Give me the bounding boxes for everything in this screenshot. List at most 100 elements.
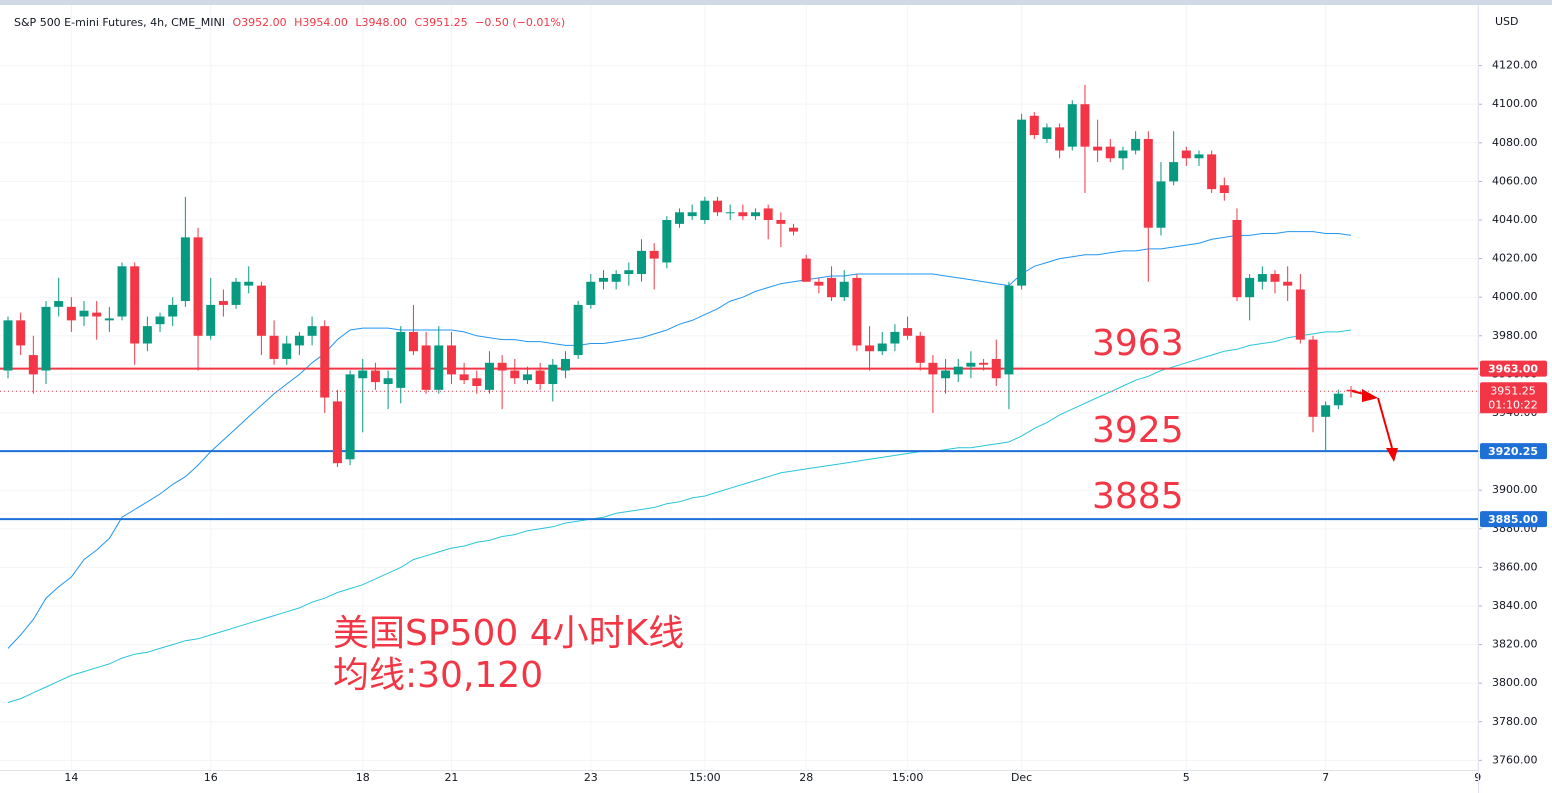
moving-average-line — [7, 231, 1352, 649]
candle-body — [814, 281, 824, 286]
candle-body — [1245, 277, 1255, 298]
y-tick-label: 3860.00 — [1492, 560, 1538, 573]
y-tick-label: 4080.00 — [1492, 136, 1538, 149]
candle-body — [535, 370, 545, 385]
candle-body — [66, 306, 76, 321]
candle-body — [383, 378, 393, 385]
candle-body — [1029, 115, 1039, 136]
x-tick-label: 7 — [1322, 771, 1329, 784]
candle-body — [41, 306, 51, 371]
candle-body — [865, 345, 875, 352]
candle-body — [966, 362, 976, 367]
candle-body — [421, 345, 431, 390]
candle-body — [675, 212, 685, 224]
candle-body — [827, 277, 837, 298]
candle-body — [801, 258, 811, 282]
low-value: L3948.00 — [355, 16, 407, 29]
candle-body — [497, 362, 507, 371]
annotation-text: 3885 — [1092, 476, 1184, 517]
moving-average-line — [7, 329, 1352, 703]
candle-body — [953, 366, 963, 375]
price-tag-label: 3920.25 — [1488, 445, 1538, 458]
candle-body — [1105, 146, 1115, 159]
x-tick-label: 16 — [204, 771, 218, 784]
candle-body — [256, 285, 266, 336]
candle-body — [408, 331, 418, 352]
candle-body — [1067, 104, 1077, 147]
candle-body — [687, 212, 697, 217]
candle-body — [16, 320, 26, 346]
candle-body — [573, 304, 583, 356]
open-value: O3952.00 — [232, 16, 287, 29]
annotation-text: 3925 — [1092, 410, 1184, 451]
candle-body — [522, 374, 532, 381]
x-tick-label: 14 — [64, 771, 78, 784]
candle-body — [244, 281, 254, 286]
candle-body — [1194, 154, 1204, 159]
candle-body — [611, 274, 621, 282]
candle-body — [1295, 289, 1305, 340]
candle-body — [1080, 104, 1090, 147]
candle-body — [662, 220, 672, 263]
candle-body — [332, 401, 342, 464]
candle-body — [206, 304, 216, 336]
candle-body — [1055, 127, 1065, 151]
candle-body — [1321, 405, 1331, 417]
x-tick-label: 21 — [444, 771, 458, 784]
candle-body — [218, 301, 228, 305]
candle-body — [1169, 162, 1179, 182]
candle-body — [890, 331, 900, 344]
candle-body — [104, 318, 114, 321]
candle-body — [586, 281, 596, 305]
y-tick-label: 4060.00 — [1492, 174, 1538, 187]
y-tick-label: 3840.00 — [1492, 599, 1538, 612]
candle-body — [307, 326, 317, 336]
candle-body — [637, 250, 646, 275]
candle-body — [1283, 281, 1293, 286]
last-price-tag — [1480, 382, 1547, 414]
candle-body — [1257, 274, 1267, 282]
candle-body — [1143, 138, 1153, 228]
candle-body — [54, 301, 64, 307]
candle-body — [396, 331, 406, 388]
x-tick-label: 15:00 — [689, 771, 721, 784]
price-tag — [1480, 511, 1547, 528]
y-tick-label: 4120.00 — [1492, 59, 1538, 72]
candle-body — [839, 281, 849, 298]
candle-body — [1156, 181, 1166, 228]
annotation-text: 均线:30,120 — [333, 655, 543, 696]
candle-body — [1042, 127, 1052, 139]
y-tick-label: 4040.00 — [1492, 213, 1538, 226]
candle-body — [92, 312, 102, 317]
last-price-label: 3951.25 — [1490, 384, 1536, 397]
candle-body — [928, 362, 938, 375]
x-tick-label: 18 — [356, 771, 370, 784]
candle-body — [79, 310, 89, 317]
x-tick-label: 23 — [584, 771, 598, 784]
candle-body — [1093, 146, 1103, 151]
candle-body — [1017, 119, 1027, 286]
candle-body — [117, 266, 127, 317]
candle-body — [1131, 138, 1141, 151]
forecast-arrow — [1351, 389, 1398, 462]
candle-body — [484, 362, 494, 390]
candle-body — [1308, 339, 1318, 417]
y-tick-label: 3800.00 — [1492, 676, 1538, 689]
candle-body — [1333, 393, 1343, 406]
annotation-text: 美国SP500 4小时K线 — [333, 613, 684, 654]
candle-body — [168, 304, 178, 317]
x-tick-label: 5 — [1183, 771, 1190, 784]
change-value: −0.50 (−0.01%) — [475, 16, 566, 29]
x-tick-label: Dec — [1011, 771, 1032, 784]
x-tick-label: 28 — [799, 771, 813, 784]
candle-body — [294, 335, 304, 346]
symbol-header: S&P 500 E-mini Futures, 4h, CME_MINI O39… — [14, 16, 565, 29]
candle-body — [548, 364, 558, 385]
y-tick-label: 4020.00 — [1492, 252, 1538, 265]
candle-body — [1219, 185, 1229, 193]
candle-body — [979, 362, 989, 365]
candle-body — [1270, 274, 1280, 282]
candle-body — [991, 358, 1001, 379]
countdown-label: 01:10:22 — [1488, 398, 1537, 411]
candle-body — [1346, 389, 1356, 392]
